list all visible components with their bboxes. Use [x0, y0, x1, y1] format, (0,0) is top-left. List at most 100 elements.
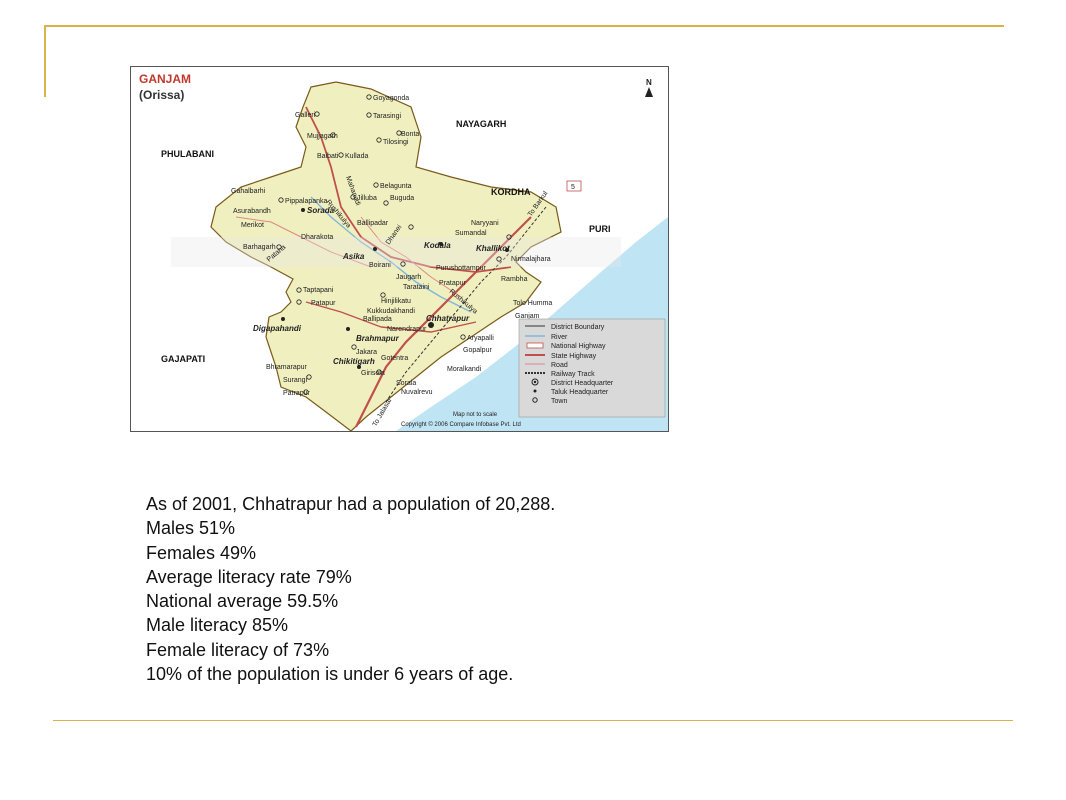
town-digapahandi: Digapahandi: [253, 324, 302, 333]
national-highway: [355, 216, 532, 428]
town-moralkandi: Moralkandi: [447, 366, 482, 373]
bottom-accent-line: [53, 720, 1013, 721]
town-rambha: Rambha: [501, 276, 528, 283]
legend-road: Road: [551, 362, 568, 369]
town-ballipadar: Ballipadar: [357, 220, 389, 227]
population-statistics: As of 2001, Chhatrapur had a population …: [146, 492, 846, 686]
town-aryapalli: Aryapalli: [467, 335, 494, 342]
map-legend: [518, 318, 666, 418]
town-sumandal: Sumandal: [455, 230, 487, 237]
town-galleri: Galleri: [295, 112, 316, 119]
town-kodala: Kodala: [424, 241, 451, 250]
town-tilosingi: Tilosingi: [383, 139, 409, 146]
road-2: [360, 216, 462, 298]
town-gopalpur: Gopalpur: [463, 347, 492, 354]
stat-national-average: National average 59.5%: [146, 591, 339, 612]
town-pippalapanka: Pippalapanka: [285, 198, 328, 205]
top-accent-line: [46, 25, 1004, 27]
town-tolo-humma: Tolo Humma: [513, 300, 552, 307]
town-kullada: Kullada: [345, 153, 368, 160]
town-mujjagarh: Mujjagarh: [307, 133, 338, 140]
stat-male-literacy: Male literacy 85%: [146, 615, 289, 636]
town-brahmapur: Brahmapur: [356, 334, 400, 343]
town-kukkudakhandi: Kukkudakhandi: [367, 308, 415, 315]
town-barhagarh: Barhagarh: [243, 244, 276, 251]
legend-town: Town: [551, 398, 567, 405]
legend-state-highway: State Highway: [551, 353, 597, 360]
town-girisola: Girisola: [361, 370, 385, 377]
town-sorada: Sorada: [307, 206, 335, 215]
town-patapur: Patapur: [311, 300, 336, 307]
town-belagunta: Belagunta: [380, 183, 412, 190]
town-nirmalajhara: Nirmalajhara: [511, 256, 551, 263]
town-asurabandh: Asurabandh: [233, 208, 271, 215]
town-tarasingi: Tarasingi: [373, 113, 401, 120]
town-boirani: Boirani: [369, 262, 391, 269]
stat-average-literacy: Average literacy rate 79%: [146, 566, 352, 587]
legend-district-headquarter: District Headquarter: [551, 380, 614, 387]
town-gotentra: Gotentra: [381, 355, 408, 362]
region-nayagarh: NAYAGARH: [456, 119, 506, 129]
town-nuvalrevu: Nuvalrevu: [401, 389, 433, 396]
north-arrow-icon: [645, 87, 653, 97]
town-baibati: Baibati: [317, 153, 339, 160]
town-dharakota: Dharakota: [301, 234, 333, 241]
state-highway-2: [305, 301, 477, 333]
town-pratapur: Pratapur: [439, 280, 467, 287]
town-asika: Asika: [342, 252, 365, 261]
town-taptapani: Taptapani: [303, 287, 334, 294]
town-jilluba: Jilluba: [357, 195, 377, 202]
town-goyagonda: Goyagonda: [373, 95, 409, 102]
map-canvas: GANJAM (Orissa) N PHULABANI NAYAGARH KOR…: [131, 67, 668, 431]
district-land: [210, 81, 562, 431]
map-title: GANJAM: [139, 72, 191, 86]
stat-males: Males 51%: [146, 518, 236, 539]
town-naryyani: Naryyani: [471, 220, 499, 227]
town-surangi: Surangi: [283, 377, 308, 384]
railway-track: [385, 206, 547, 403]
town-gahalbarhi: Gahalbarhi: [231, 188, 266, 195]
highway-marker-box: [566, 180, 582, 192]
town-merikot: Merikot: [241, 222, 264, 229]
river-rushikulya: [310, 196, 472, 313]
highway-marker-number: 5: [571, 184, 575, 191]
legend-railway-track: Railway Track: [551, 371, 595, 378]
town-patrapur: Patrapur: [283, 390, 311, 397]
town-jakara: Jakara: [356, 349, 377, 356]
stat-under-six: 10% of the population is under 6 years o…: [146, 664, 514, 685]
town-purushottampur: Purushottampur: [436, 265, 486, 272]
town-narendrapur: Narendrapur: [387, 326, 427, 333]
legend-district-boundary: District Boundary: [551, 324, 605, 331]
region-phulabani: PHULABANI: [161, 149, 214, 159]
town-ballipada: Ballipada: [363, 316, 392, 323]
region-kordha: KORDHA: [491, 187, 531, 197]
town-hinjilikatu: Hinjilikatu: [381, 298, 411, 305]
town-markers: [276, 94, 512, 395]
left-accent-line: [44, 25, 46, 97]
region-puri: PURI: [589, 224, 611, 234]
town-chikitigarh: Chikitigarh: [333, 357, 375, 366]
map-subtitle: (Orissa): [139, 88, 184, 102]
stat-female-literacy: Female literacy of 73%: [146, 639, 330, 660]
legend-river: River: [551, 334, 568, 341]
scale-note: Map not to scale: [453, 412, 498, 418]
legend-taluk-headquarter: Taluk Headquarter: [551, 389, 609, 396]
town-bhramarapur: Bhramarapur: [266, 364, 308, 371]
town-jaugarh: Jaugarh: [396, 274, 421, 281]
town-buguda: Buguda: [390, 195, 414, 202]
town-tarataini: Tarataini: [403, 284, 430, 291]
legend-national-highway: National Highway: [551, 343, 606, 350]
region-gajapati: GAJAPATI: [161, 354, 205, 364]
town-sorala: Sorala: [396, 380, 416, 387]
north-indicator: N: [646, 78, 652, 87]
state-highway-1: [305, 106, 512, 273]
stat-population: As of 2001, Chhatrapur had a population …: [146, 494, 556, 514]
town-bonta: Bonta: [401, 131, 419, 138]
road-1: [235, 216, 372, 268]
town-khallikot: Khallikot: [476, 244, 510, 253]
town-headquarters: [281, 208, 509, 369]
ganjam-district-map: GANJAM (Orissa) N PHULABANI NAYAGARH KOR…: [130, 66, 669, 432]
town-chhatrapur: Chhatrapur: [426, 314, 470, 323]
town-ganjam: Ganjam: [515, 313, 540, 320]
stat-females: Females 49%: [146, 542, 257, 563]
